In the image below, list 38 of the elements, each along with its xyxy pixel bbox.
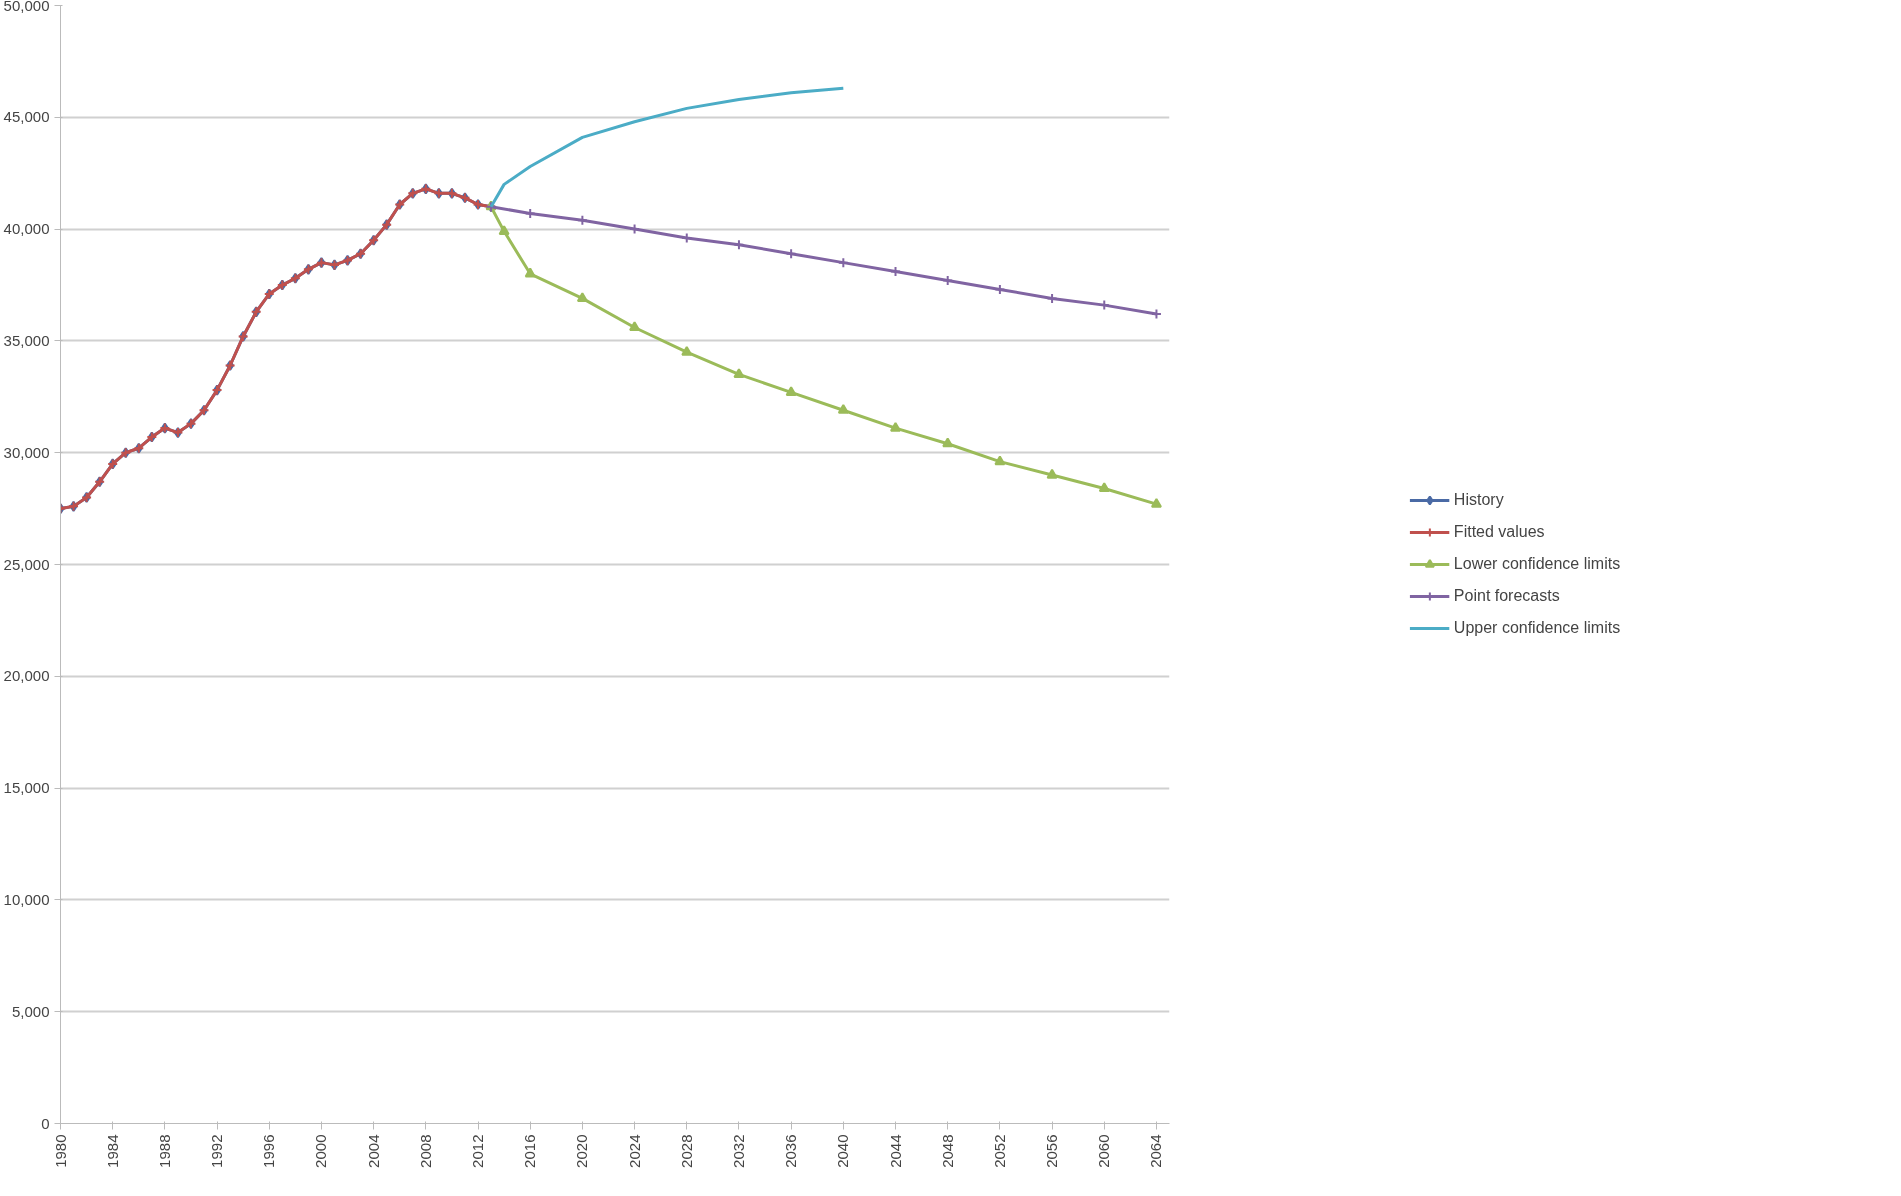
legend-label: Fitted values bbox=[1453, 523, 1545, 541]
y-tick-label: 30,000 bbox=[3, 443, 50, 461]
y-tick-label: 5,000 bbox=[11, 1002, 50, 1020]
x-tick-label: 1988 bbox=[155, 1134, 173, 1168]
y-tick-label: 10,000 bbox=[3, 890, 50, 908]
y-tick-label: 0 bbox=[41, 1114, 50, 1132]
x-tick-label: 2048 bbox=[938, 1134, 956, 1168]
x-tick-label: 2040 bbox=[834, 1134, 852, 1168]
x-tick-label: 2028 bbox=[677, 1134, 695, 1168]
x-tick-label: 2056 bbox=[1043, 1134, 1061, 1168]
legend-label: Lower confidence limits bbox=[1453, 555, 1621, 573]
x-tick-label: 2060 bbox=[1095, 1134, 1113, 1168]
x-tick-label: 2036 bbox=[782, 1134, 800, 1168]
x-tick-label: 2000 bbox=[312, 1134, 330, 1168]
y-tick-label: 35,000 bbox=[3, 331, 50, 349]
x-tick-label: 1980 bbox=[51, 1134, 69, 1168]
x-tick-label: 2008 bbox=[416, 1134, 434, 1168]
y-tick-label: 50,000 bbox=[3, 0, 50, 14]
x-tick-label: 2044 bbox=[886, 1134, 904, 1168]
legend-label: Point forecasts bbox=[1453, 587, 1560, 605]
x-tick-label: 2032 bbox=[729, 1134, 747, 1168]
x-tick-label: 2024 bbox=[625, 1134, 643, 1168]
x-tick-label: 2012 bbox=[469, 1134, 487, 1168]
legend-label: Upper confidence limits bbox=[1453, 619, 1621, 637]
y-tick-label: 25,000 bbox=[3, 555, 50, 573]
y-tick-label: 45,000 bbox=[3, 108, 50, 126]
x-tick-label: 2020 bbox=[573, 1134, 591, 1168]
x-tick-label: 2052 bbox=[990, 1134, 1008, 1168]
y-tick-label: 40,000 bbox=[3, 220, 50, 238]
x-tick-label: 1996 bbox=[260, 1134, 278, 1168]
y-tick-label: 15,000 bbox=[3, 779, 50, 797]
x-tick-label: 1984 bbox=[103, 1134, 121, 1168]
x-tick-label: 2016 bbox=[521, 1134, 539, 1168]
x-tick-label: 2064 bbox=[1147, 1134, 1165, 1168]
x-tick-label: 1992 bbox=[208, 1134, 226, 1168]
legend-label: History bbox=[1453, 491, 1504, 509]
y-tick-label: 20,000 bbox=[3, 667, 50, 685]
x-tick-label: 2004 bbox=[364, 1134, 382, 1168]
